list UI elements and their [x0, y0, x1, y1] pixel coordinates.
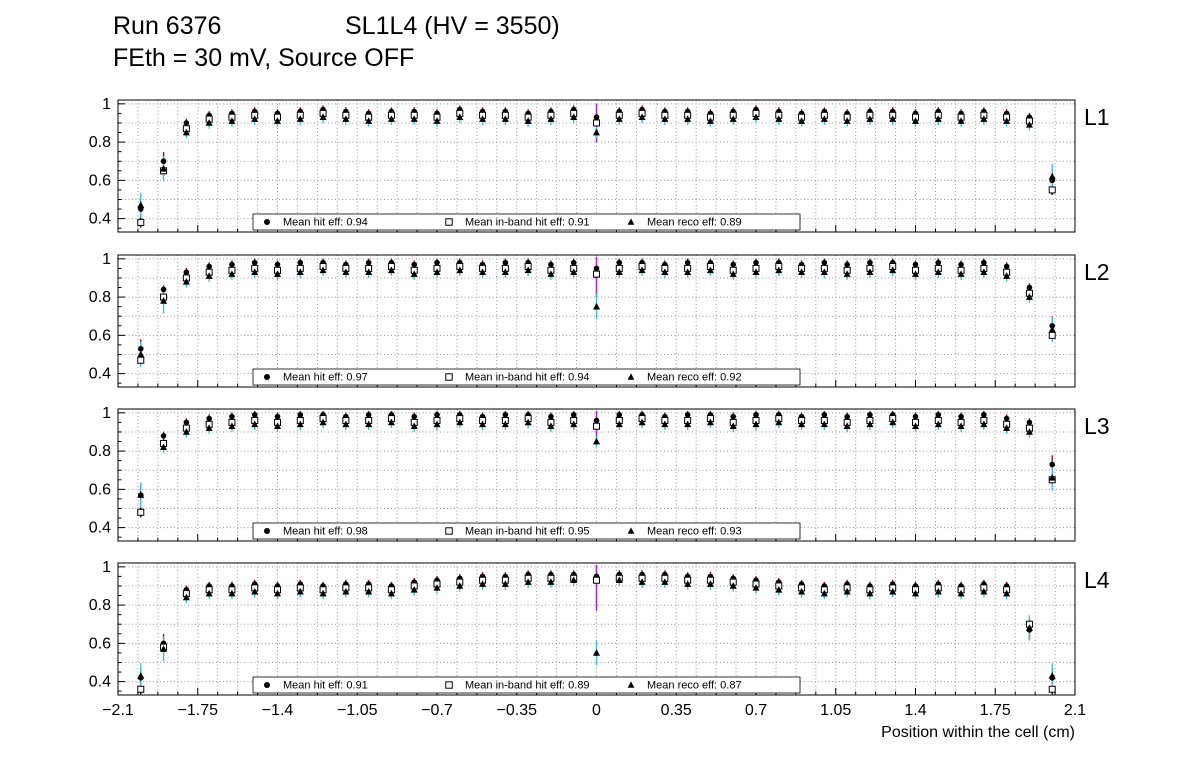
x-tick-label: 1.75 [980, 702, 1011, 719]
legend: Mean hit eff: 0.97 Mean in-band hit eff: … [252, 368, 801, 386]
legend-entry-label: Mean hit eff: 0.97 [283, 372, 368, 384]
panel-L3: 0.4 0.6 0.8 1 L3 Mean hit eff: 0.98 Mean in-ba… [89, 405, 1110, 542]
y-tick-label: 0.4 [89, 520, 111, 537]
y-tick-label: 1 [102, 96, 111, 113]
x-tick-label: 0 [592, 702, 601, 719]
y-tick-label: 0.6 [89, 481, 111, 498]
y-tick-label: 1 [102, 559, 111, 576]
layer-label: L3 [1084, 413, 1110, 439]
legend-entry-label: Mean reco eff: 0.87 [647, 680, 742, 692]
x-tick-label: −1.05 [337, 702, 378, 719]
series-filled-triangle [137, 418, 1056, 498]
series-open-square [137, 415, 1056, 516]
x-tick-label: 1.05 [820, 702, 851, 719]
run-label: Run 6376 [113, 12, 222, 40]
plot-header: Run 6376 SL1L4 (HV = 3550) FEth = 30 mV, … [113, 10, 560, 74]
y-tick-label: 1 [102, 251, 111, 268]
y-tick-label: 0.4 [89, 366, 111, 383]
x-tick-label: −2.1 [102, 702, 134, 719]
legend-entry-label: Mean reco eff: 0.89 [647, 217, 742, 229]
legend-entry-label: Mean in-band hit eff: 0.95 [465, 526, 590, 538]
y-tick-label: 1 [102, 405, 111, 422]
legend-entry-label: Mean hit eff: 0.98 [283, 526, 368, 538]
panel-L2: 0.4 0.6 0.8 1 L2 Mean hit eff: 0.97 Mean in-ba… [89, 251, 1110, 388]
header-line-1: Run 6376 SL1L4 (HV = 3550) [113, 10, 560, 42]
legend-entry-label: Mean in-band hit eff: 0.91 [465, 217, 590, 229]
y-tick-label: 0.6 [89, 635, 111, 652]
legend-entry-label: Mean in-band hit eff: 0.94 [465, 372, 590, 384]
x-tick-label: 2.1 [1064, 702, 1086, 719]
y-tick-label: 0.6 [89, 172, 111, 189]
y-tick-label: 0.6 [89, 327, 111, 344]
legend-entry-label: Mean hit eff: 0.94 [283, 217, 368, 229]
y-tick-label: 0.8 [89, 134, 111, 151]
layer-label: L4 [1084, 567, 1110, 593]
legend: Mean hit eff: 0.91 Mean in-band hit eff: … [252, 676, 801, 694]
legend-entry-label: Mean in-band hit eff: 0.89 [465, 680, 590, 692]
chamber-label: SL1L4 (HV = 3550) [345, 12, 560, 40]
y-tick-label: 0.4 [89, 674, 111, 691]
legend-entry-label: Mean reco eff: 0.92 [647, 372, 742, 384]
layer-label: L2 [1084, 259, 1110, 285]
x-tick-label: 1.4 [904, 702, 926, 719]
x-tick-label: 0.7 [745, 702, 767, 719]
legend-entry-label: Mean hit eff: 0.91 [283, 680, 368, 692]
y-tick-label: 0.8 [89, 289, 111, 306]
series-filled-triangle [137, 113, 1056, 209]
series-filled-triangle [137, 576, 1056, 679]
x-tick-label: −1.75 [178, 702, 219, 719]
y-tick-label: 0.8 [89, 597, 111, 614]
x-tick-label: −0.7 [421, 702, 453, 719]
x-tick-label: 0.35 [661, 702, 692, 719]
condition-label: FEth = 30 mV, Source OFF [113, 44, 415, 72]
legend: Mean hit eff: 0.98 Mean in-band hit eff: … [252, 522, 801, 540]
y-tick-label: 0.8 [89, 443, 111, 460]
x-tick-label: −0.35 [497, 702, 538, 719]
series-filled-triangle [137, 266, 1056, 358]
legend: Mean hit eff: 0.94 Mean in-band hit eff: … [252, 213, 801, 231]
panel-L1: 0.4 0.6 0.8 1 L1 Mean hit eff: 0.94 Mean in-ba… [89, 96, 1110, 233]
header-line-2: FEth = 30 mV, Source OFF [113, 42, 560, 74]
series-open-square [137, 109, 1056, 226]
y-tick-label: 0.4 [89, 211, 111, 228]
panel-L4: 0.4 0.6 0.8 1 L4 Mean hit eff: 0.91 Mean in-ba… [89, 559, 1110, 696]
x-tick-label: −1.4 [262, 702, 294, 719]
layer-label: L1 [1084, 104, 1110, 130]
legend-entry-label: Mean reco eff: 0.93 [647, 526, 742, 538]
x-axis-title: Position within the cell (cm) [881, 724, 1075, 741]
